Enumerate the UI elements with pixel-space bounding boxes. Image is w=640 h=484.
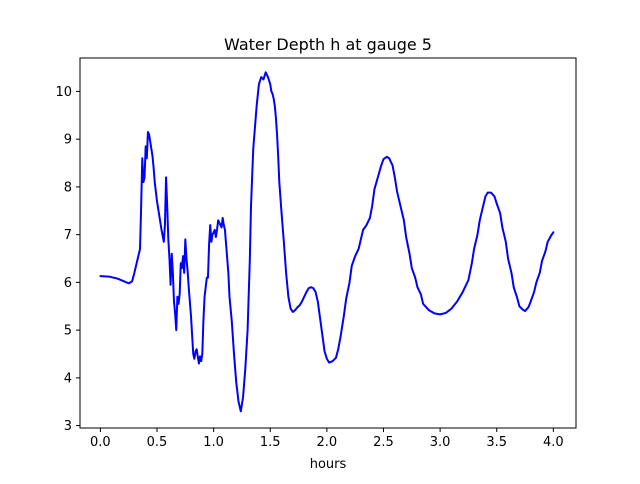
x-axis-label: hours (310, 457, 347, 472)
x-tick-label: 2.5 (373, 435, 394, 450)
y-tick-label: 6 (64, 276, 72, 291)
x-tick-label: 1.0 (203, 435, 224, 450)
y-tick-label: 10 (55, 85, 72, 100)
x-tick-label: 0.5 (147, 435, 168, 450)
y-tick-label: 5 (64, 324, 72, 339)
x-tick-label: 2.0 (317, 435, 338, 450)
plot-area (80, 58, 576, 428)
y-tick-label: 4 (64, 371, 72, 386)
y-tick-label: 9 (64, 133, 72, 148)
y-tick-label: 3 (64, 419, 72, 434)
axes-frame (79, 57, 577, 429)
x-tick-label: 3.5 (486, 435, 507, 450)
x-tick-label: 1.5 (260, 435, 281, 450)
series-layer (99, 71, 555, 413)
x-tick-label: 3.0 (430, 435, 451, 450)
y-tick-label: 8 (64, 180, 72, 195)
chart-title: Water Depth h at gauge 5 (224, 35, 432, 54)
x-tick-label: 0.0 (90, 435, 111, 450)
series-line-1 (99, 71, 555, 413)
x-tick-label: 4.0 (543, 435, 564, 450)
y-tick-label: 7 (64, 228, 72, 243)
x-axis: 0.0 0.5 1.0 1.5 2.0 2.5 3.0 3.5 4.0 (90, 428, 564, 450)
y-axis: 3 4 5 6 7 8 9 10 (55, 85, 80, 434)
